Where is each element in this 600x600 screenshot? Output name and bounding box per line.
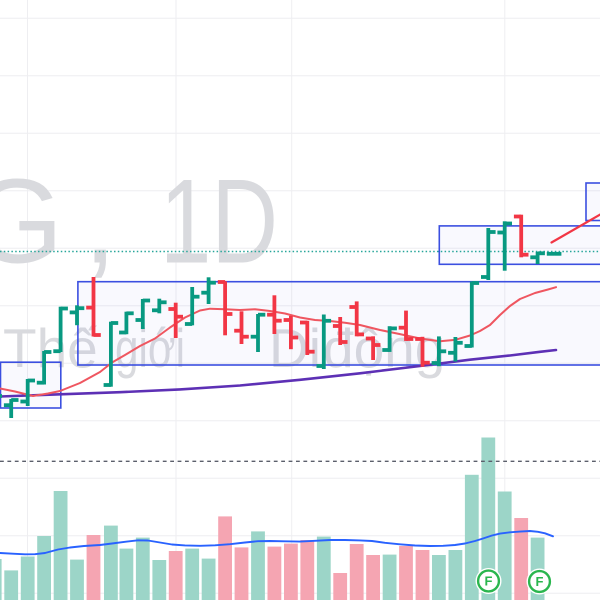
svg-text:F: F — [536, 574, 544, 589]
svg-text:ThếgiớiDiđộng: ThếgiớiDiđộng — [3, 317, 445, 379]
svg-text:F: F — [485, 574, 493, 589]
svg-text:1D: 1D — [160, 155, 278, 289]
svg-text:G,: G, — [0, 155, 117, 289]
